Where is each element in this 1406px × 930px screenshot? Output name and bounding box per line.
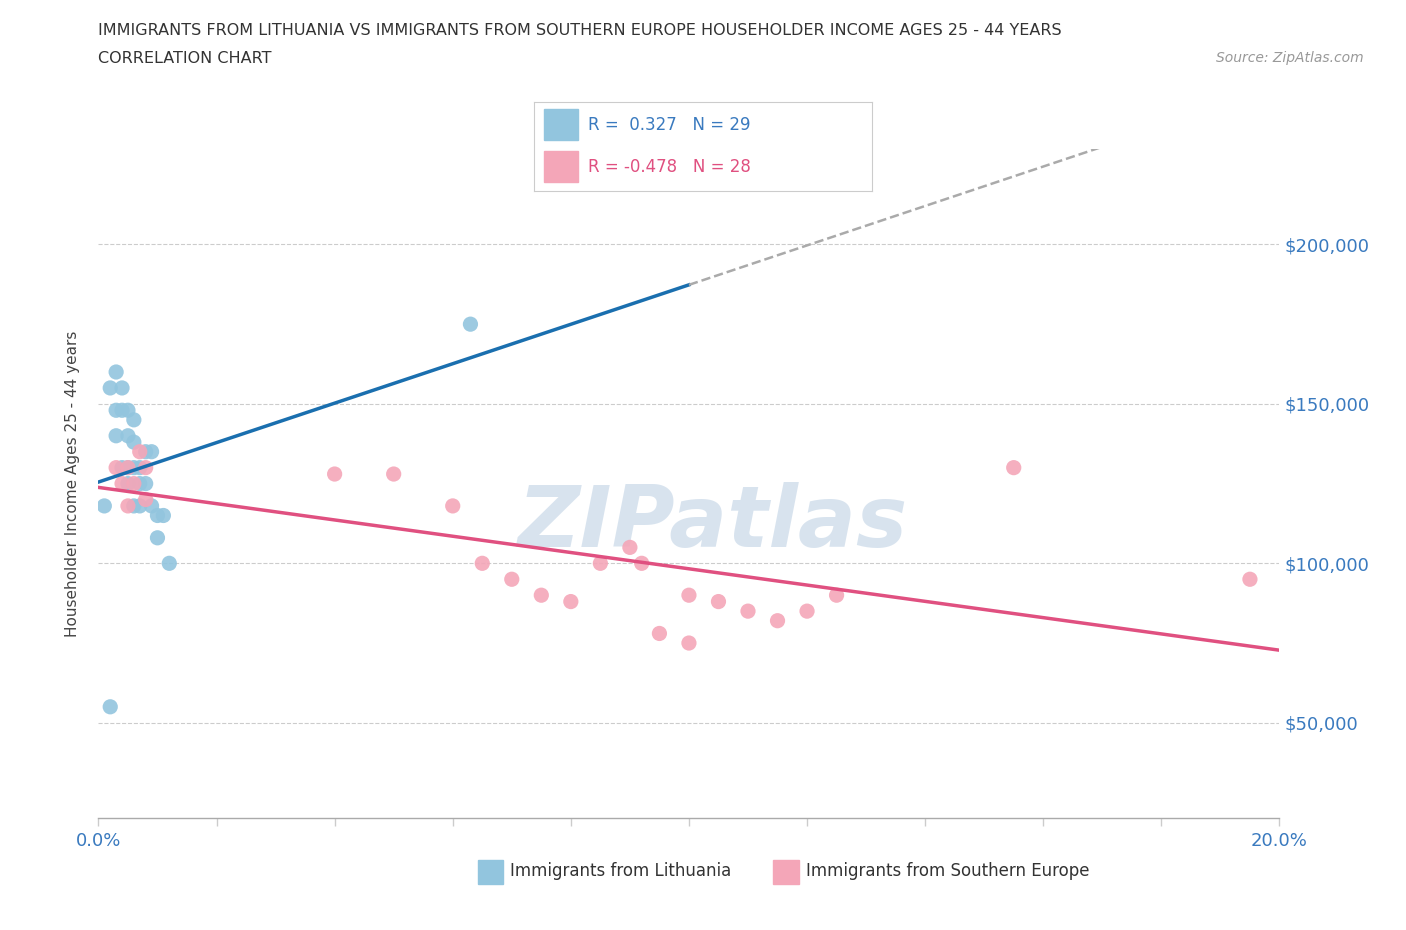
Point [323, 467, 346, 482]
Point [111, 403, 134, 418]
Y-axis label: Householder Income Ages 25 - 44 years: Householder Income Ages 25 - 44 years [65, 330, 80, 637]
Point [105, 429, 128, 444]
Point [501, 572, 523, 587]
Point [648, 626, 671, 641]
Point [117, 460, 139, 475]
Point [146, 508, 169, 523]
Point [796, 604, 818, 618]
Text: Immigrants from Southern Europe: Immigrants from Southern Europe [806, 862, 1090, 881]
Point [122, 434, 145, 449]
Point [766, 613, 789, 628]
Point [152, 508, 174, 523]
Point [122, 460, 145, 475]
Point [128, 445, 150, 459]
Point [98, 380, 121, 395]
Bar [544, 151, 578, 182]
Point [441, 498, 464, 513]
Point [117, 460, 139, 475]
Text: ZIPatlas: ZIPatlas [517, 483, 908, 565]
Point [530, 588, 553, 603]
Point [111, 460, 134, 475]
Point [128, 476, 150, 491]
Point [98, 699, 121, 714]
Point [122, 412, 145, 427]
Text: CORRELATION CHART: CORRELATION CHART [98, 51, 271, 66]
Point [630, 556, 652, 571]
Point [678, 635, 700, 650]
Point [707, 594, 730, 609]
Text: IMMIGRANTS FROM LITHUANIA VS IMMIGRANTS FROM SOUTHERN EUROPE HOUSEHOLDER INCOME : IMMIGRANTS FROM LITHUANIA VS IMMIGRANTS … [98, 23, 1062, 38]
Point [737, 604, 759, 618]
Bar [544, 110, 578, 140]
Point [141, 498, 163, 513]
Point [460, 317, 482, 332]
Point [105, 460, 128, 475]
Point [128, 498, 150, 513]
Point [678, 588, 700, 603]
Point [111, 476, 134, 491]
Point [560, 594, 582, 609]
Point [382, 467, 405, 482]
Point [471, 556, 494, 571]
Text: R =  0.327   N = 29: R = 0.327 N = 29 [588, 116, 751, 134]
Point [135, 460, 157, 475]
Point [1002, 460, 1025, 475]
Point [619, 540, 641, 555]
Point [93, 498, 115, 513]
Point [1239, 572, 1261, 587]
Point [122, 498, 145, 513]
Point [117, 476, 139, 491]
Point [157, 556, 180, 571]
Point [825, 588, 848, 603]
Point [589, 556, 612, 571]
Text: R = -0.478   N = 28: R = -0.478 N = 28 [588, 158, 751, 176]
Text: Immigrants from Lithuania: Immigrants from Lithuania [510, 862, 731, 881]
Point [105, 365, 128, 379]
Text: Source: ZipAtlas.com: Source: ZipAtlas.com [1216, 51, 1364, 65]
Point [117, 429, 139, 444]
Point [128, 460, 150, 475]
Point [117, 403, 139, 418]
Point [105, 403, 128, 418]
Point [135, 492, 157, 507]
Point [111, 380, 134, 395]
Point [135, 445, 157, 459]
Point [146, 530, 169, 545]
Point [122, 476, 145, 491]
Point [135, 476, 157, 491]
Point [141, 445, 163, 459]
Point [117, 498, 139, 513]
